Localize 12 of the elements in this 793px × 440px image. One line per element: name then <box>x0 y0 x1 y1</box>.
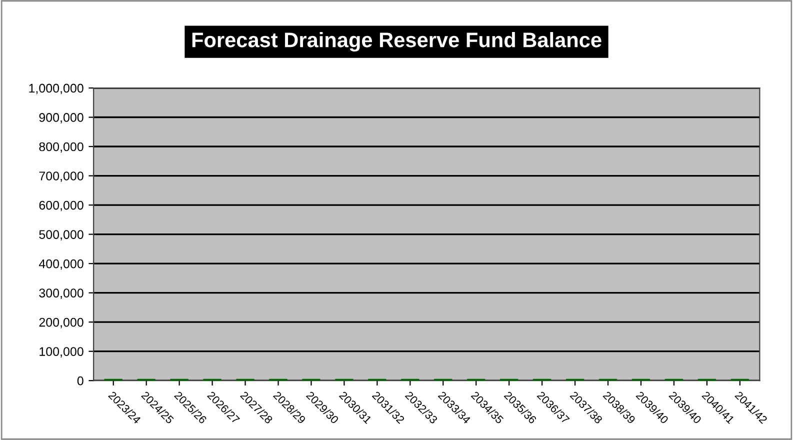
y-tick-label: 200,000 <box>39 318 84 328</box>
y-tick-label: 700,000 <box>39 172 84 182</box>
y-tick-label: 600,000 <box>39 200 84 212</box>
y-tick-label: 400,000 <box>38 259 84 270</box>
y-tick-label: 300,000 <box>39 288 84 299</box>
y-tick-label: 0 <box>77 376 84 386</box>
y-tick-label: 100,000 <box>40 347 84 358</box>
y-tick-label: 500,000 <box>39 230 84 240</box>
y-tick-label: 800,000 <box>39 142 84 153</box>
chart-title: Forecast Drainage Reserve Fund Balance <box>192 32 602 52</box>
y-tick-label: 1,000,000 <box>29 84 84 94</box>
y-tick-label: 900,000 <box>39 113 84 124</box>
